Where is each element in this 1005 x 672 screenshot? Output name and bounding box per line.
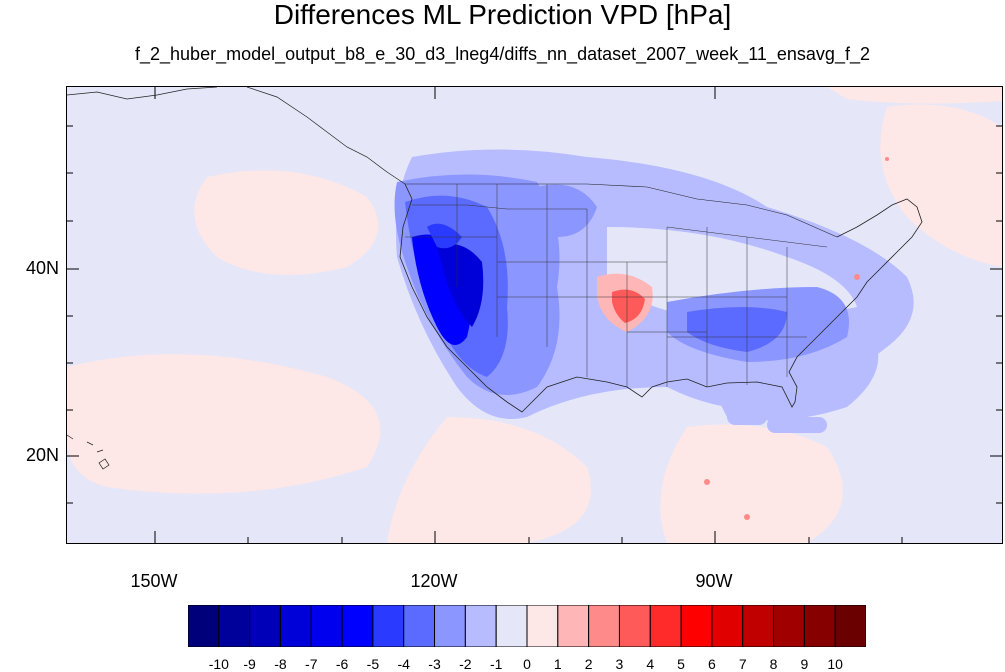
ocean-positive-patch — [387, 417, 591, 543]
colorbar-tick-label: -1 — [489, 656, 503, 672]
land-negative-light — [707, 327, 879, 421]
colorbar-tick-label: 8 — [769, 656, 778, 672]
colorbar-tick-label: -5 — [366, 656, 380, 672]
colorbar-tick-label: 2 — [584, 656, 593, 672]
colorbar-tick-label: 1 — [553, 656, 562, 672]
small-positive-spots — [704, 157, 889, 520]
land-negative-deep — [427, 223, 462, 249]
coastline-north-america — [399, 183, 923, 413]
colorbar-tick-label: -9 — [243, 656, 256, 672]
colorbar — [188, 605, 866, 647]
colorbar-tick-label: -2 — [459, 656, 472, 672]
colorbar-box — [618, 605, 651, 647]
map-panel — [66, 86, 1003, 544]
hawaii-islands — [67, 434, 110, 470]
colorbar-box — [310, 605, 343, 647]
land-negative-strong — [687, 307, 787, 352]
colorbar-box — [557, 605, 590, 647]
lat-label-40n: 40N — [26, 258, 60, 278]
colorbar-tick-label: 4 — [646, 656, 655, 672]
lon-label-90w: 90W — [695, 571, 733, 591]
colorbar-box — [341, 605, 374, 647]
colorbar-tick-label: 7 — [738, 656, 747, 672]
colorbar-tick-label: 9 — [800, 656, 809, 672]
ocean-positive-patch — [660, 424, 843, 543]
map-canvas — [67, 87, 1002, 543]
colorbar-tick-label: -3 — [428, 656, 441, 672]
colorbar-box — [834, 605, 866, 647]
colorbar-tick-label: 3 — [615, 656, 624, 672]
lon-label-120w: 120W — [410, 571, 458, 591]
colorbar-box — [526, 605, 559, 647]
colorbar-box — [434, 605, 466, 647]
land-positive-anomaly — [612, 289, 645, 323]
colorbar-tick-label: -4 — [397, 656, 410, 672]
colorbar-tick-label: 5 — [677, 656, 685, 672]
colorbar-box — [188, 605, 220, 647]
lon-label-150w: 150W — [130, 571, 178, 591]
caribbean-patches — [727, 405, 827, 433]
colorbar-box — [711, 605, 744, 647]
ocean-positive-patch — [194, 170, 379, 275]
colorbar-box — [464, 605, 497, 647]
colorbar-box — [680, 605, 713, 647]
colorbar-tick-label: 10 — [827, 656, 843, 672]
state-borders — [405, 184, 828, 387]
colorbar-tick-label: 0 — [523, 656, 531, 672]
colorbar-box — [249, 605, 281, 647]
colorbar-boxes — [188, 605, 866, 647]
colorbar-box — [588, 605, 620, 647]
canada-border — [405, 183, 838, 238]
colorbar-box — [403, 605, 436, 647]
ocean-positive-patch — [67, 354, 381, 494]
colorbar-box — [742, 605, 775, 647]
ocean-positive-patch — [827, 87, 1002, 104]
colorbar-box — [649, 605, 682, 647]
colorbar-box — [218, 605, 251, 647]
colorbar-box — [495, 605, 528, 647]
land-negative-medium — [537, 184, 597, 237]
chart-title: Differences ML Prediction VPD [hPa] — [273, 0, 732, 30]
colorbar-tick-label: -7 — [305, 656, 318, 672]
colorbar-box — [372, 605, 405, 647]
left-tick-marks — [67, 87, 1002, 543]
colorbar-tick-label: -6 — [335, 656, 349, 672]
colorbar-tick-label: -10 — [208, 656, 229, 672]
colorbar-tick-label: -8 — [274, 656, 287, 672]
land-negative-deep — [437, 244, 484, 327]
chart-subtitle: f_2_huber_model_output_b8_e_30_d3_lneg4/… — [135, 44, 870, 64]
colorbar-box — [279, 605, 312, 647]
colorbar-box — [803, 605, 836, 647]
colorbar-tick-label: 6 — [708, 656, 716, 672]
coastline-alaska — [67, 87, 406, 185]
ocean-positive-patch — [880, 104, 1002, 267]
colorbar-box — [773, 605, 805, 647]
lat-label-20n: 20N — [26, 445, 60, 465]
